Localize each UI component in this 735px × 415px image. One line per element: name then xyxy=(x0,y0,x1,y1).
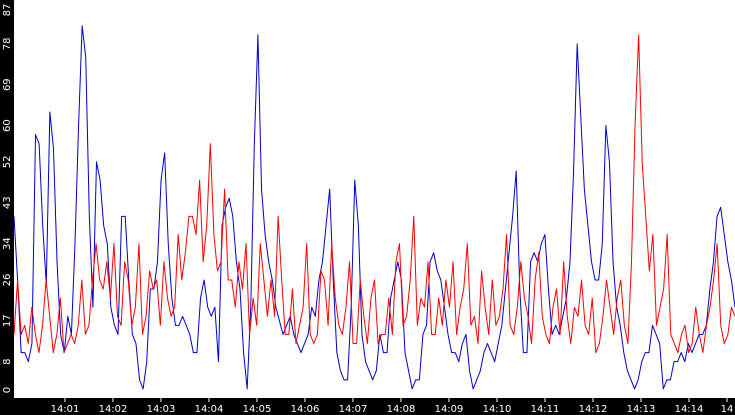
x-axis-band xyxy=(0,398,735,415)
y-tick-label: 8 xyxy=(2,359,13,365)
x-tick-label: 14:02 xyxy=(99,404,128,415)
x-tick-label: 14 xyxy=(721,404,734,415)
y-tick-label: 17 xyxy=(2,314,13,327)
x-axis: 14:01 14:02 14:03 14:04 14:05 14:06 14:07 14:08… xyxy=(51,398,734,415)
y-tick-label: 0 xyxy=(2,387,13,393)
x-tick-label: 14:01 xyxy=(51,404,80,415)
x-tick-label: 14:07 xyxy=(339,404,368,415)
x-tick-label: 14:08 xyxy=(387,404,416,415)
y-tick-label: 60 xyxy=(2,119,13,132)
y-tick-label: 69 xyxy=(2,78,13,91)
x-tick-label: 14:06 xyxy=(291,404,320,415)
series-line-1 xyxy=(13,25,735,390)
x-tick-label: 14:11 xyxy=(531,404,560,415)
x-tick-label: 14:09 xyxy=(435,404,464,415)
series-layer xyxy=(13,25,735,390)
y-tick-label: 43 xyxy=(2,196,13,209)
y-tick-label: 26 xyxy=(2,274,13,287)
x-tick-label: 14:10 xyxy=(483,404,512,415)
series-line-2 xyxy=(13,34,735,354)
x-tick-label: 14:05 xyxy=(243,404,272,415)
x-tick-label: 14:13 xyxy=(627,404,656,415)
x-tick-label: 14:14 xyxy=(675,404,704,415)
x-tick-label: 14:12 xyxy=(579,404,608,415)
y-tick-label: 34 xyxy=(2,237,13,250)
y-tick-label: 52 xyxy=(2,156,13,169)
y-tick-label: 78 xyxy=(2,38,13,51)
x-tick-label: 14:03 xyxy=(147,404,176,415)
y-axis: 0 8 17 26 34 43 52 60 69 78 87 xyxy=(2,4,13,394)
y-tick-label: 87 xyxy=(2,4,13,17)
x-tick-label: 14:04 xyxy=(195,404,224,415)
y-axis-band xyxy=(0,0,14,415)
